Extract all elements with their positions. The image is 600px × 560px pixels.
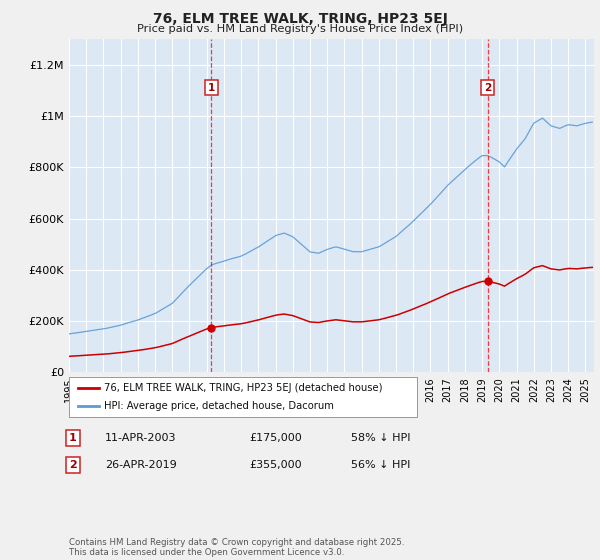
Text: 76, ELM TREE WALK, TRING, HP23 5EJ (detached house): 76, ELM TREE WALK, TRING, HP23 5EJ (deta… (104, 383, 382, 393)
Text: 1: 1 (69, 433, 77, 443)
Text: 26-APR-2019: 26-APR-2019 (105, 460, 177, 470)
Text: 76, ELM TREE WALK, TRING, HP23 5EJ: 76, ELM TREE WALK, TRING, HP23 5EJ (152, 12, 448, 26)
Text: 58% ↓ HPI: 58% ↓ HPI (351, 433, 410, 443)
Text: HPI: Average price, detached house, Dacorum: HPI: Average price, detached house, Daco… (104, 401, 334, 411)
Text: 56% ↓ HPI: 56% ↓ HPI (351, 460, 410, 470)
Text: 11-APR-2003: 11-APR-2003 (105, 433, 176, 443)
Text: Price paid vs. HM Land Registry's House Price Index (HPI): Price paid vs. HM Land Registry's House … (137, 24, 463, 34)
Text: 2: 2 (484, 82, 491, 92)
Text: 2: 2 (69, 460, 77, 470)
Text: Contains HM Land Registry data © Crown copyright and database right 2025.
This d: Contains HM Land Registry data © Crown c… (69, 538, 404, 557)
Text: £175,000: £175,000 (249, 433, 302, 443)
Text: 1: 1 (208, 82, 215, 92)
Text: £355,000: £355,000 (249, 460, 302, 470)
